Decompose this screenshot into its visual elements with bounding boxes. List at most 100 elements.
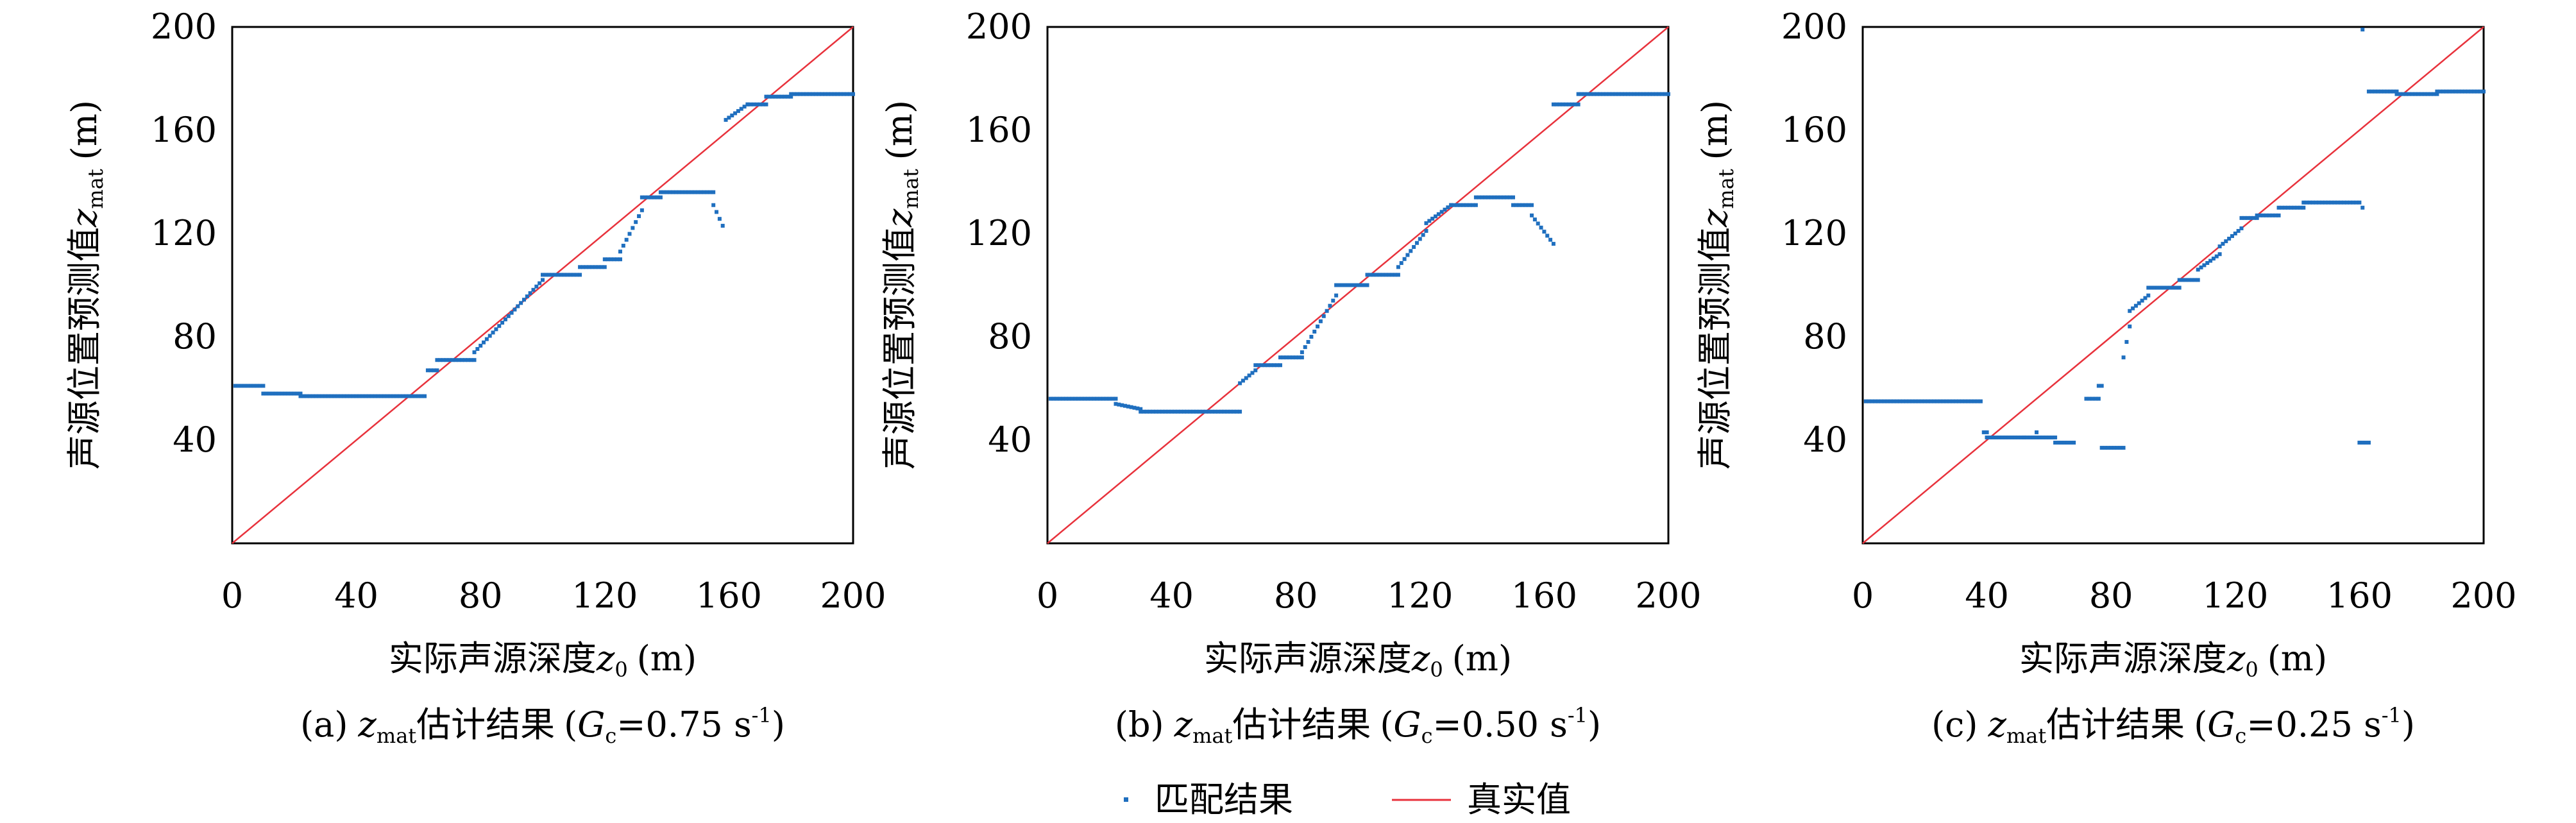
x-tick-label: 160 (2326, 575, 2393, 616)
matched-point (2062, 441, 2067, 445)
y-tick-label: 40 (1803, 420, 1847, 460)
matched-point (2003, 435, 2008, 439)
matched-point (1867, 399, 1871, 403)
matched-point (813, 92, 818, 96)
matched-point (1620, 92, 1624, 96)
matched-point (1434, 214, 1437, 219)
matched-point (509, 310, 514, 315)
matched-point (1154, 409, 1158, 414)
matched-point (2373, 89, 2377, 94)
matched-point (832, 92, 836, 96)
matched-point (1530, 203, 1534, 207)
matched-point (1635, 92, 1640, 96)
matched-point (398, 394, 402, 398)
matched-point (1387, 273, 1391, 277)
matched-point (848, 92, 852, 96)
matched-point (264, 391, 269, 396)
matched-point (770, 94, 775, 99)
matched-point (2273, 213, 2278, 217)
matched-point (2249, 216, 2253, 220)
matched-point (587, 265, 591, 269)
matched-point (2109, 446, 2114, 450)
matched-point (2022, 435, 2026, 439)
matched-point (1219, 409, 1224, 414)
matched-point (301, 394, 306, 398)
matched-point (2112, 446, 2117, 450)
matched-point (2394, 92, 2399, 96)
matched-point (764, 102, 768, 106)
x-axis-title: 实际声源深度z0 (m) (1204, 638, 1512, 682)
x-tick-label: 120 (572, 575, 638, 616)
matched-point (1104, 396, 1108, 401)
y-tick-label: 200 (151, 6, 217, 47)
matched-point (2460, 89, 2464, 94)
matched-point (404, 394, 409, 398)
matched-point (2479, 89, 2483, 94)
matched-point (2310, 200, 2315, 205)
matched-point (1530, 213, 1534, 217)
y-tick-label: 200 (966, 6, 1032, 47)
matched-point (2351, 200, 2355, 205)
legend: 匹配结果 真实值 (1124, 779, 1571, 820)
matched-point (2261, 213, 2266, 217)
matched-point (2056, 441, 2060, 445)
matched-point (1885, 399, 1890, 403)
y-tick-label: 40 (988, 420, 1032, 460)
x-tick-label: 160 (1511, 575, 1577, 616)
matched-point (1576, 92, 1580, 96)
matched-point (578, 273, 582, 277)
matched-point (2292, 205, 2296, 210)
matched-point (2087, 396, 2092, 401)
matched-point (425, 368, 430, 373)
matched-point (2289, 205, 2293, 210)
matched-point (298, 391, 303, 396)
matched-point (1650, 92, 1655, 96)
matched-point (1988, 435, 1992, 439)
matched-point (521, 298, 526, 302)
matched-point (789, 94, 793, 99)
matched-point (1297, 355, 1301, 360)
matched-point (1362, 283, 1366, 287)
matched-point (1269, 363, 1273, 368)
matched-point (1294, 355, 1298, 360)
matched-point (1901, 399, 1905, 403)
matched-point (2162, 285, 2166, 290)
matched-point (1101, 396, 1106, 401)
matched-point (2192, 278, 2197, 282)
y-tick-label: 40 (173, 420, 217, 460)
matched-point (1666, 92, 1670, 96)
matched-point (1604, 92, 1609, 96)
matched-point (280, 391, 284, 396)
matched-point (792, 92, 797, 96)
matched-point (497, 324, 502, 328)
matched-point (1393, 273, 1398, 277)
matched-point (1557, 102, 1562, 106)
matched-point (1645, 92, 1649, 96)
matched-point (494, 327, 498, 332)
matched-point (1458, 203, 1462, 207)
matched-point (401, 394, 405, 398)
matched-point (808, 92, 812, 96)
matched-point (2035, 430, 2039, 434)
matched-point (2348, 200, 2352, 205)
matched-point (295, 391, 300, 396)
matched-point (2267, 213, 2272, 217)
plot-frame (231, 26, 854, 545)
matched-point (444, 358, 448, 362)
matched-point (1994, 435, 1999, 439)
matched-point (1399, 261, 1403, 266)
matched-point (2106, 446, 2110, 450)
matched-point (727, 115, 731, 120)
matched-point (1554, 102, 1559, 106)
matched-point (2205, 261, 2210, 265)
matched-point (711, 190, 716, 194)
matched-point (621, 243, 625, 248)
matched-point (1932, 399, 1936, 403)
matched-point (1449, 203, 1453, 207)
matched-point (2398, 92, 2402, 96)
matched-point (1452, 203, 1457, 207)
matched-point (643, 195, 647, 199)
matched-point (1663, 92, 1668, 96)
matched-point (845, 92, 849, 96)
matched-point (2214, 254, 2219, 259)
